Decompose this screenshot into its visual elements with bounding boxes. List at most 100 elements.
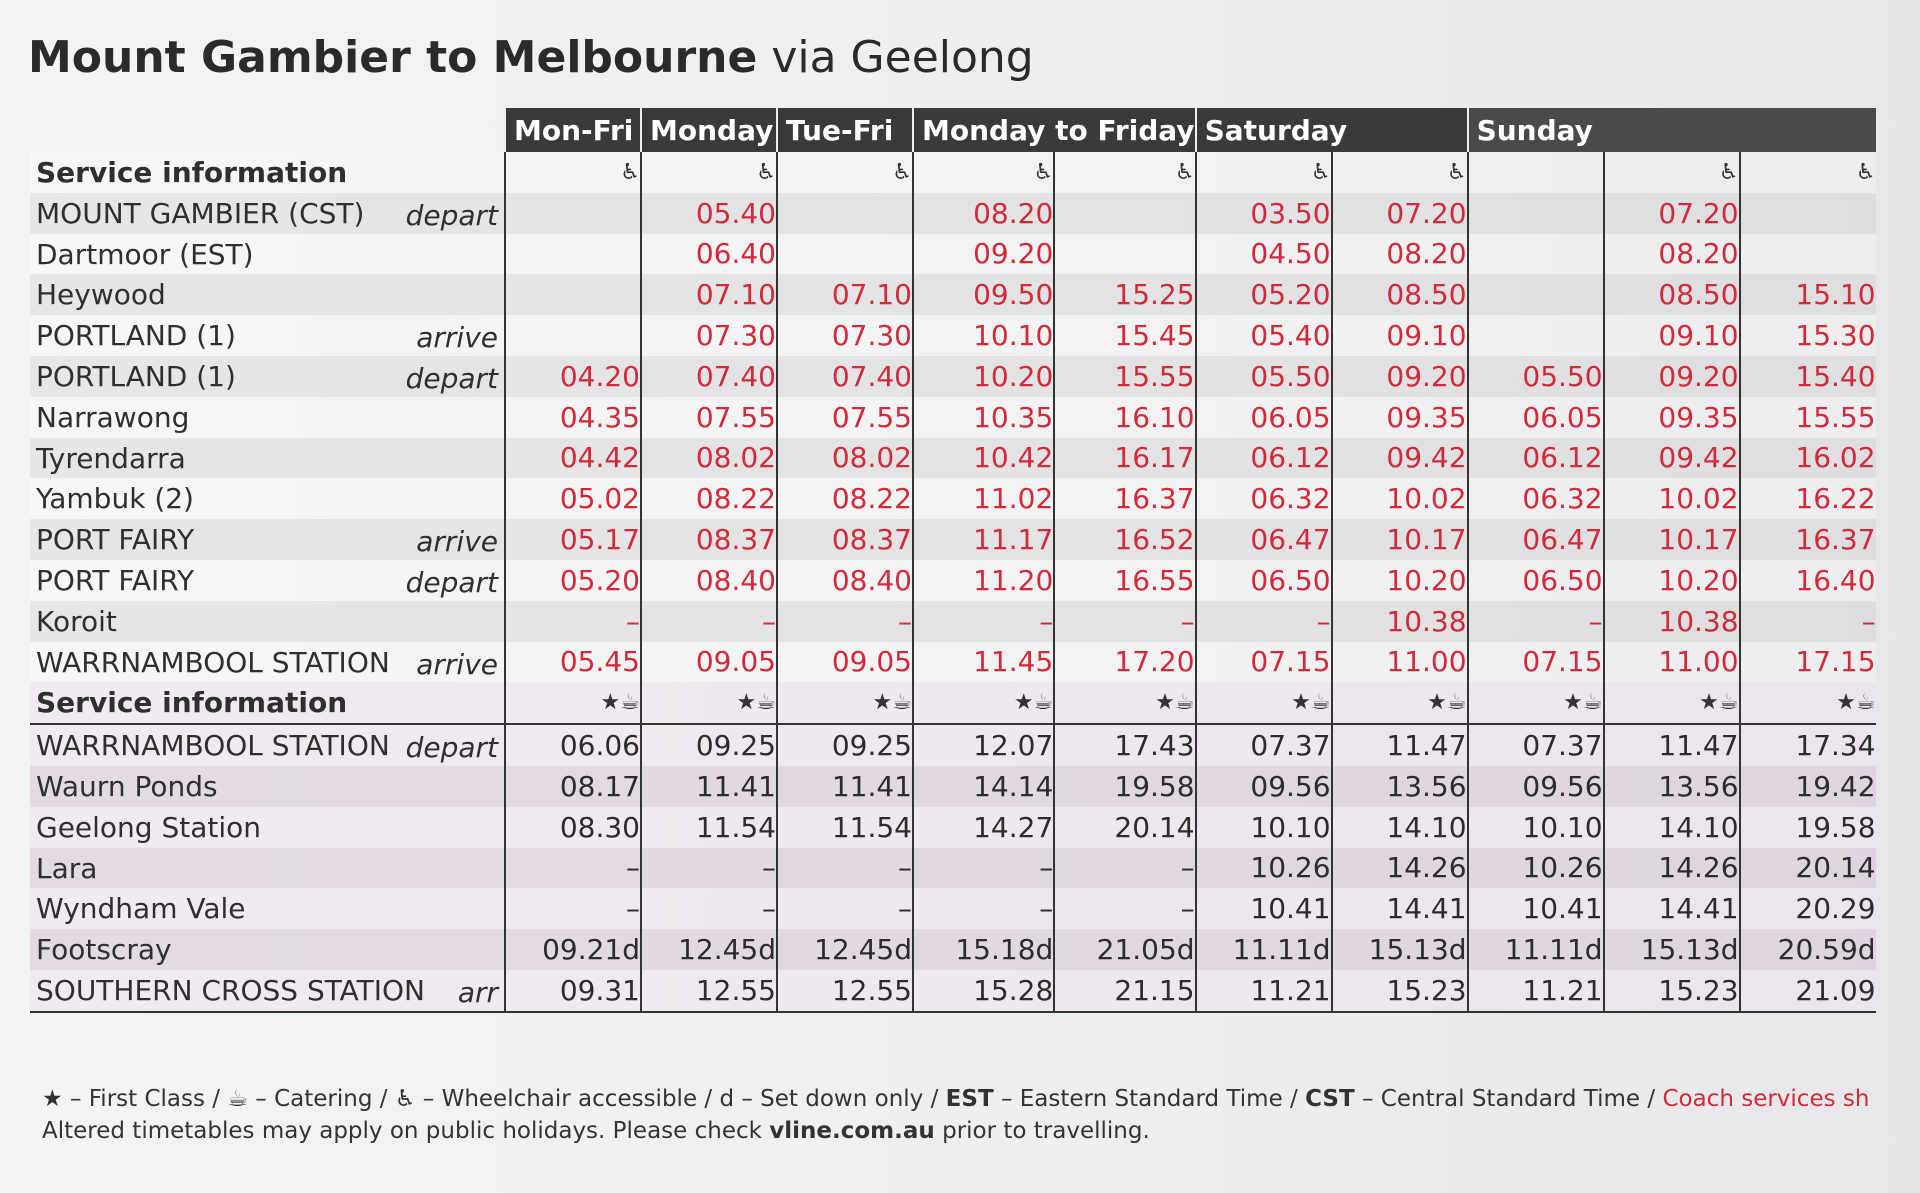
time-cell: 06.40 [640, 233, 777, 275]
title-main: Mount Gambier to Melbourne [28, 32, 758, 83]
time-cell: 07.20 [1602, 192, 1740, 234]
holiday-note-end: prior to travelling. [942, 1118, 1150, 1144]
stop-name: SOUTHERN CROSS STATION [36, 973, 425, 1007]
time-cell: 08.02 [776, 437, 913, 479]
time-cell: 16.52 [1053, 519, 1196, 560]
timetable-row: Narrawong 04.35 07.55 07.55 10.35 16.10 06.05 0… [30, 396, 1876, 438]
time-cell: 11.54 [776, 806, 913, 848]
star-icon: ★ [1013, 690, 1034, 716]
time-cell [1466, 192, 1604, 234]
stop-name: PORTLAND (1) [36, 359, 236, 393]
first-class-catering-icons: ★☕ [504, 682, 641, 725]
time-cell: – [640, 847, 777, 889]
time-cell: 21.15 [1053, 969, 1196, 1013]
time-cell: 15.45 [1053, 315, 1196, 356]
time-cell: 10.02 [1330, 478, 1468, 520]
time-cell: 11.20 [911, 559, 1055, 601]
time-cell: 10.17 [1330, 519, 1468, 560]
time-cell: 12.45d [776, 929, 913, 970]
time-cell: 14.41 [1330, 888, 1468, 930]
stop-name: PORTLAND (1) [36, 319, 236, 353]
stop-action: depart [405, 731, 498, 765]
time-cell: – [911, 888, 1055, 930]
day-header-saturday: Saturday [1194, 108, 1468, 152]
wheelchair-icon: ♿ [640, 152, 777, 193]
time-cell: 13.56 [1330, 765, 1468, 807]
time-cell: 10.26 [1466, 847, 1604, 889]
time-cell: 11.11d [1194, 929, 1332, 970]
time-cell: 15.18d [911, 929, 1055, 970]
timetable-row: PORTLAND (1) arrive 07.30 07.30 10.10 15.45 05… [30, 315, 1876, 356]
time-cell: 10.02 [1602, 478, 1740, 520]
time-cell: 16.22 [1738, 478, 1876, 520]
cup-icon: ☕ [620, 690, 640, 716]
wheelchair-icon: ♿ [1053, 152, 1196, 193]
time-cell: 09.42 [1330, 437, 1468, 479]
timetable-row: WARRNAMBOOL STATION arrive 05.45 09.05 09.05… [30, 641, 1876, 683]
time-cell: 20.14 [1738, 847, 1876, 889]
time-cell: 10.17 [1602, 519, 1740, 560]
time-cell: 07.55 [776, 396, 913, 438]
time-cell: 07.20 [1330, 192, 1468, 234]
time-cell: 05.45 [504, 641, 641, 683]
stop-name-cell: WARRNAMBOOL STATION depart [30, 723, 505, 766]
time-cell: 10.10 [1466, 806, 1604, 848]
time-cell [504, 315, 641, 356]
time-cell: – [1053, 888, 1196, 930]
stop-name-cell: SOUTHERN CROSS STATION arr [30, 969, 505, 1013]
timetable: Mon-Fri Monday Tue-Fri Monday to Friday Satu… [30, 108, 1876, 1013]
time-cell: 09.20 [911, 233, 1055, 275]
time-cell: – [504, 888, 641, 930]
day-header-blank [30, 108, 505, 152]
star-icon: ★ [1155, 690, 1175, 716]
wheelchair-icon: ♿ [1194, 152, 1332, 193]
time-cell: 09.21d [504, 929, 641, 970]
cup-icon: ☕ [1033, 690, 1054, 716]
time-cell: 15.55 [1053, 355, 1196, 397]
time-cell: 11.11d [1466, 929, 1604, 970]
stop-name: Tyrendarra [36, 441, 186, 475]
time-cell: 14.27 [911, 806, 1055, 848]
star-icon: ★ [1427, 690, 1447, 716]
time-cell: 16.02 [1738, 437, 1876, 479]
time-cell: 19.58 [1738, 806, 1876, 848]
time-cell [1738, 233, 1876, 275]
time-cell: 12.07 [911, 723, 1055, 766]
service-info-label: Service information [30, 682, 505, 725]
stop-name-cell: Yambuk (2) [30, 478, 505, 520]
time-cell: 06.06 [504, 723, 641, 766]
vline-link[interactable]: vline.com.au [769, 1118, 935, 1144]
stop-action: depart [405, 198, 498, 232]
cup-icon: ☕ [1446, 690, 1467, 716]
stop-name-cell: Wyndham Vale [30, 888, 505, 930]
time-cell: 10.10 [1194, 806, 1332, 848]
time-cell: 15.10 [1738, 274, 1876, 316]
time-cell: 09.05 [640, 641, 777, 683]
time-cell: 05.20 [1194, 274, 1332, 316]
stop-name-cell: Footscray [30, 929, 505, 970]
stop-name: Koroit [36, 604, 117, 638]
stop-action: arr [457, 975, 498, 1009]
time-cell: 08.37 [640, 519, 777, 560]
time-cell: 19.58 [1053, 765, 1196, 807]
time-cell: 11.47 [1330, 723, 1468, 766]
time-cell: 09.42 [1602, 437, 1740, 479]
first-class-catering-icons: ★☕ [1602, 682, 1740, 725]
stop-name: Footscray [36, 933, 172, 967]
time-cell: 16.10 [1053, 396, 1196, 438]
time-cell: 09.50 [911, 274, 1055, 316]
stop-name: WARRNAMBOOL STATION [36, 729, 390, 763]
stop-name-cell: PORTLAND (1) depart [30, 355, 505, 397]
stop-name-cell: PORTLAND (1) arrive [30, 315, 505, 356]
time-cell: 14.26 [1330, 847, 1468, 889]
time-cell: 07.40 [640, 355, 777, 397]
time-cell: 17.15 [1738, 641, 1876, 683]
time-cell: – [504, 600, 641, 642]
time-cell: 10.10 [911, 315, 1055, 356]
time-cell: 08.40 [776, 559, 913, 601]
service-info-label: Service information [30, 152, 505, 193]
stop-name-cell: Koroit [30, 600, 505, 642]
stop-name-cell: Heywood [30, 274, 505, 316]
stop-name-cell: PORT FAIRY arrive [30, 519, 505, 560]
time-cell: 10.26 [1194, 847, 1332, 889]
